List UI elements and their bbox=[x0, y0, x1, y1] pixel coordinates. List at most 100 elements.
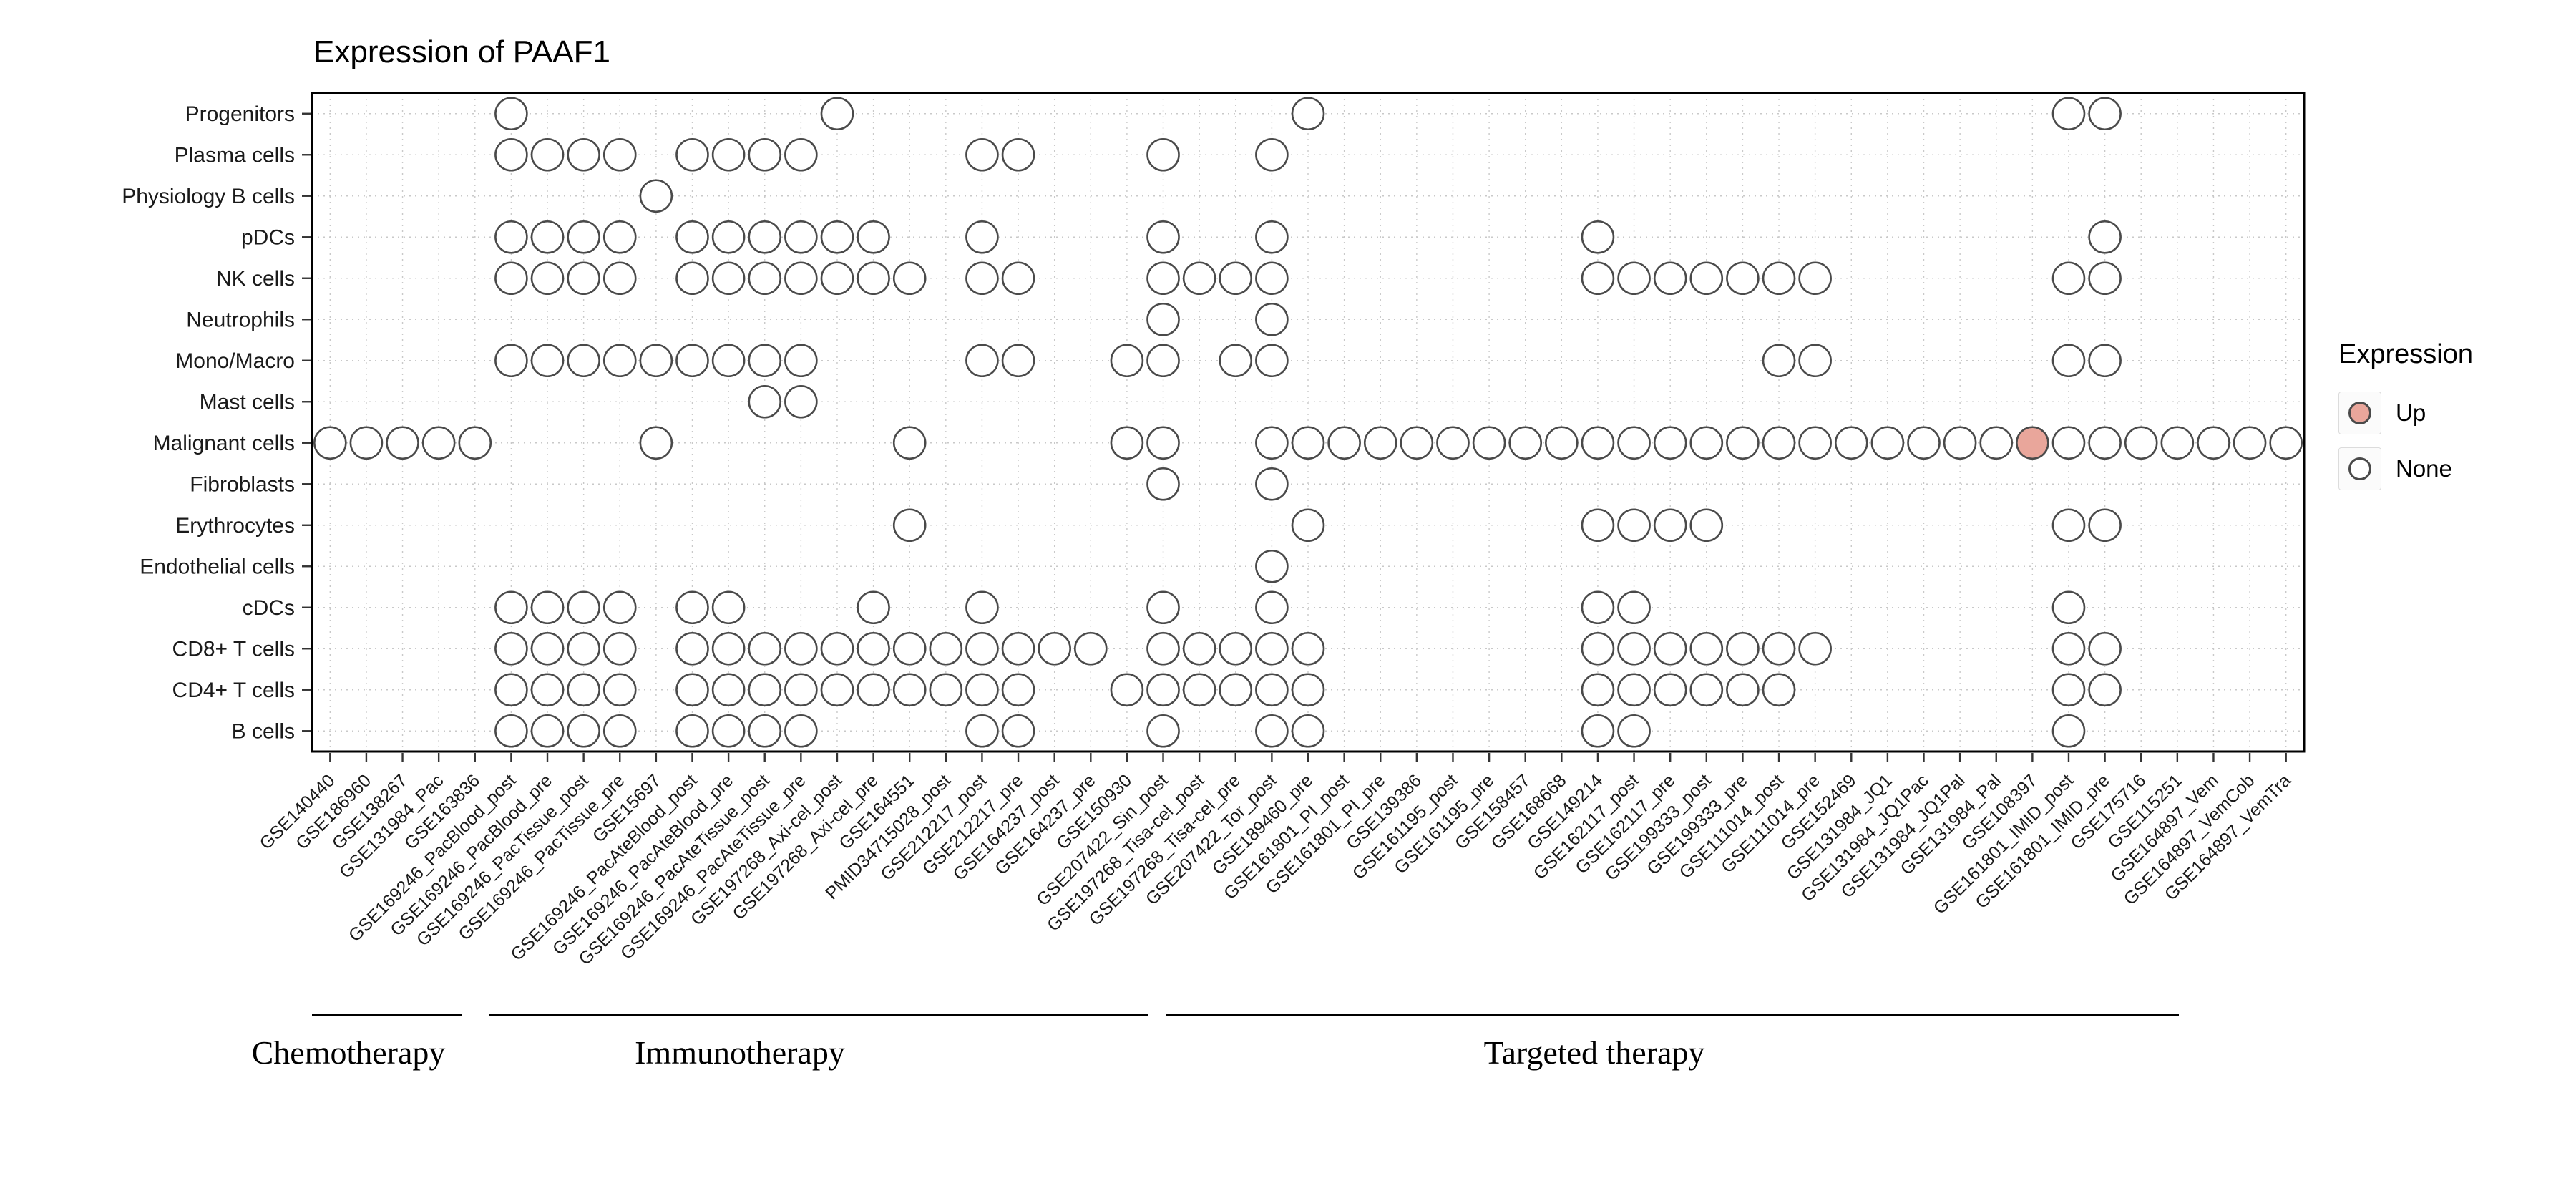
expression-dot bbox=[1798, 426, 1832, 460]
expression-dot bbox=[929, 631, 963, 666]
expression-dot bbox=[530, 344, 565, 378]
expression-dot bbox=[820, 673, 854, 707]
expression-dot bbox=[567, 590, 600, 625]
legend-item-none: None bbox=[2338, 447, 2473, 490]
expression-dot bbox=[1653, 426, 1687, 460]
group-label: Targeted therapy bbox=[1484, 1034, 1705, 1071]
expression-dot bbox=[2088, 631, 2122, 666]
expression-dot bbox=[2051, 673, 2086, 707]
expression-dot bbox=[1653, 673, 1687, 707]
expression-dot bbox=[494, 137, 528, 172]
expression-dot bbox=[494, 344, 528, 378]
legend: Expression Up None bbox=[2338, 339, 2473, 503]
expression-dot bbox=[530, 261, 565, 296]
expression-dot bbox=[567, 714, 600, 748]
expression-dot bbox=[857, 220, 890, 254]
expression-dot bbox=[494, 673, 528, 707]
expression-dot bbox=[1943, 426, 1977, 460]
y-axis-label: Endothelial cells bbox=[140, 555, 295, 578]
expression-dot bbox=[675, 673, 709, 707]
expression-dot bbox=[2051, 261, 2086, 296]
expression-dot bbox=[1182, 673, 1216, 707]
expression-dot bbox=[2051, 631, 2086, 666]
expression-dot bbox=[2051, 97, 2086, 131]
expression-dot bbox=[1291, 673, 1325, 707]
expression-dot bbox=[675, 590, 709, 625]
expression-dot bbox=[530, 590, 565, 625]
expression-dot bbox=[711, 714, 746, 748]
expression-dot bbox=[530, 714, 565, 748]
expression-dot bbox=[965, 714, 999, 748]
expression-dot bbox=[965, 631, 999, 666]
expression-dot bbox=[675, 344, 709, 378]
expression-dot bbox=[711, 261, 746, 296]
expression-dot bbox=[711, 631, 746, 666]
expression-dot bbox=[1581, 220, 1615, 254]
expression-dot bbox=[2051, 714, 2086, 748]
y-axis-label: B cells bbox=[232, 719, 295, 743]
expression-dot bbox=[567, 631, 600, 666]
expression-dot bbox=[1581, 673, 1615, 707]
expression-dot bbox=[711, 673, 746, 707]
expression-dot bbox=[1110, 344, 1144, 378]
expression-dot bbox=[2197, 426, 2230, 460]
expression-dot bbox=[1146, 137, 1180, 172]
legend-label-up: Up bbox=[2396, 399, 2426, 426]
expression-dot bbox=[602, 344, 637, 378]
expression-dot bbox=[1038, 631, 1071, 666]
expression-dot bbox=[1073, 631, 1108, 666]
expression-dot bbox=[494, 631, 528, 666]
expression-dot bbox=[965, 220, 999, 254]
expression-dot bbox=[313, 426, 347, 460]
expression-dot bbox=[892, 631, 927, 666]
expression-dot bbox=[1907, 426, 1941, 460]
legend-title: Expression bbox=[2338, 339, 2473, 369]
expression-dot bbox=[965, 344, 999, 378]
expression-dot bbox=[567, 137, 600, 172]
expression-dot bbox=[1726, 261, 1760, 296]
expression-dot bbox=[857, 631, 890, 666]
expression-dot bbox=[711, 137, 746, 172]
expression-dot bbox=[494, 590, 528, 625]
expression-dot bbox=[530, 631, 565, 666]
expression-dot bbox=[1291, 97, 1325, 131]
expression-dot bbox=[602, 261, 637, 296]
expression-dot bbox=[1291, 714, 1325, 748]
y-axis-label: CD8+ T cells bbox=[172, 637, 295, 661]
expression-dot bbox=[1472, 426, 1506, 460]
expression-dot bbox=[1001, 261, 1035, 296]
chart-title: Expression of PAAF1 bbox=[313, 34, 610, 69]
expression-dot bbox=[530, 137, 565, 172]
expression-dot bbox=[748, 631, 782, 666]
legend-key-none bbox=[2338, 447, 2381, 490]
expression-dot bbox=[567, 673, 600, 707]
expression-dot bbox=[1653, 261, 1687, 296]
expression-dot bbox=[675, 220, 709, 254]
expression-dot bbox=[1689, 631, 1724, 666]
expression-dot bbox=[711, 220, 746, 254]
expression-dot bbox=[784, 137, 818, 172]
expression-dot bbox=[1870, 426, 1905, 460]
y-axis-label: Erythrocytes bbox=[175, 514, 295, 538]
expression-dot bbox=[857, 261, 890, 296]
expression-dot bbox=[784, 344, 818, 378]
expression-dot bbox=[784, 631, 818, 666]
expression-dot bbox=[602, 590, 637, 625]
expression-dot bbox=[1798, 631, 1832, 666]
expression-dot bbox=[602, 220, 637, 254]
expression-dot bbox=[1689, 673, 1724, 707]
expression-dot bbox=[1182, 631, 1216, 666]
expression-dot bbox=[1255, 549, 1289, 583]
expression-dot bbox=[1545, 426, 1579, 460]
expression-dot bbox=[1255, 714, 1289, 748]
expression-dot bbox=[530, 673, 565, 707]
expression-dot bbox=[494, 220, 528, 254]
y-axis-label: pDCs bbox=[241, 225, 295, 249]
expression-dot bbox=[748, 261, 782, 296]
expression-dot bbox=[1001, 714, 1035, 748]
expression-dot bbox=[1979, 426, 2014, 460]
expression-dot bbox=[1762, 631, 1796, 666]
expression-dot bbox=[1146, 467, 1180, 501]
expression-dot bbox=[2088, 97, 2122, 131]
